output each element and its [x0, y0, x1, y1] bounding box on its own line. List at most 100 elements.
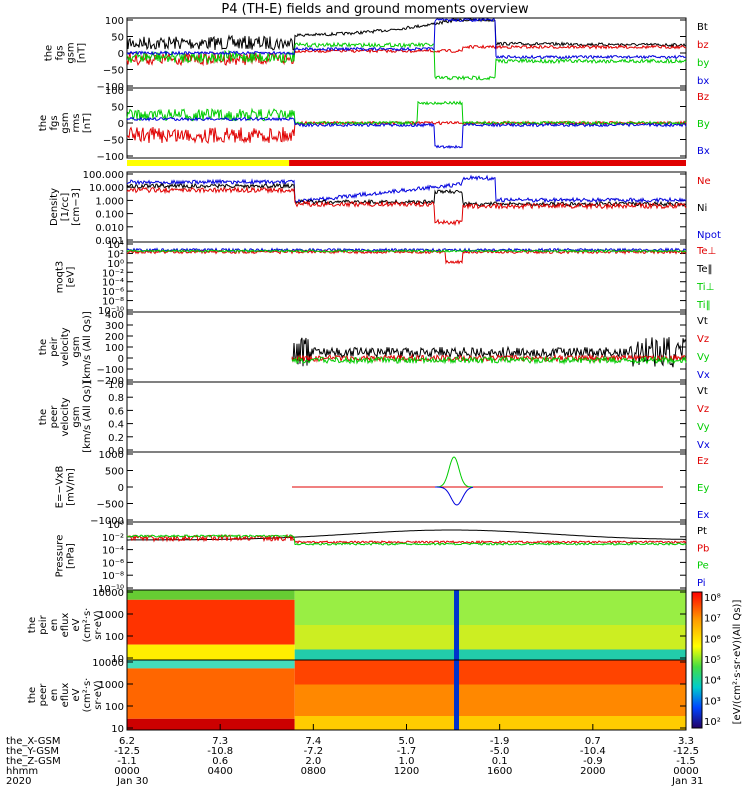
y-tick-label: 500 [105, 467, 124, 478]
legend-entry: Pi [697, 578, 706, 589]
y-axis-label: the [44, 45, 55, 61]
colorbar-label: [eV/(cm²·s·sr·eV)(All Qs)] [732, 600, 743, 725]
colorbar-tick-label: 10⁶ [704, 634, 721, 645]
x-tick-label: -10.4 [580, 746, 606, 757]
panel-frame [126, 171, 687, 243]
x-tick-label: -1.9 [490, 736, 510, 747]
y-tick-label: −50 [103, 66, 124, 77]
legend-entry: Bt [697, 22, 708, 33]
trace-bx [126, 17, 687, 60]
y-axis-label: gsm [66, 42, 77, 63]
legend-entry: Pe [697, 561, 709, 572]
legend-entry: Bx [697, 146, 710, 157]
y-axis-label: (cm²·s· [82, 608, 93, 643]
y-axis-label: [eV] [66, 267, 77, 288]
y-tick-label: 0 [118, 119, 124, 130]
y-tick-label: 0.4 [108, 420, 124, 431]
panel-peer-eflux: 10000 1000 100 10 the peer en eflux eV (cm²·s· sr·… [27, 658, 687, 735]
y-axis-label: peer [38, 683, 49, 707]
y-axis-label: [1/cc] [60, 193, 71, 222]
mode-bar-slow [127, 160, 290, 166]
y-axis-label: Density [49, 188, 60, 226]
panel-fgs-gsm-rms: 100 50 0 −50 −100 the fgs gsm rms [nT] Bz By Bx [38, 86, 710, 163]
legend-entry: Vx [697, 440, 710, 451]
y-axis-label: sr·eV) [93, 610, 104, 639]
y-tick-label: 0.001 [95, 236, 124, 247]
x-tick-label: 0000 [673, 766, 698, 777]
trace-Ni [126, 182, 687, 208]
y-axis-label: Pressure [55, 535, 66, 578]
legend-entry: Te‖ [696, 264, 713, 275]
panel-frame [126, 521, 687, 591]
trace-Ey [435, 456, 473, 488]
trace-Pe [126, 534, 687, 546]
spectrogram-band [127, 599, 295, 645]
x-tick-label: 7.3 [212, 736, 228, 747]
spectrogram-band [294, 590, 686, 625]
y-tick-label: 1000 [99, 450, 124, 461]
y-tick-label: 100.000 [83, 170, 124, 181]
trace-Vz [291, 353, 687, 363]
colorbar-tick-label: 10⁵ [704, 655, 721, 666]
spectrogram-band [294, 660, 686, 685]
legend-entry: Vz [697, 404, 709, 415]
y-axis-label: the [38, 115, 49, 131]
y-tick-label: 10000 [92, 658, 124, 669]
trace-by [126, 41, 687, 81]
y-axis-label: the [38, 339, 49, 355]
spectrogram-band [454, 660, 460, 730]
y-tick-label: 1000 [99, 680, 124, 691]
legend-entry: Ti⊥ [696, 282, 714, 293]
colorbar-tick-label: 10³ [704, 696, 721, 707]
y-axis-label: gsm [71, 336, 82, 357]
panel-fgs-gsm: 100 50 0 −50 −100 the fgs gsm [nT] Bt bz by bx [44, 16, 710, 93]
x-tick-label: -1.5 [676, 756, 696, 767]
y-tick-label: 10⁻⁴ [102, 546, 124, 557]
trace-Bz [126, 120, 687, 144]
colorbar: 10⁸ 10⁷ 10⁶ 10⁵ 10⁴ 10³ 10² [eV/(cm²·s·sr·eV)(A… [691, 591, 743, 729]
y-tick-label: 100 [105, 86, 124, 97]
y-tick-label: 0 [118, 483, 124, 494]
y-tick-label: 0.100 [95, 210, 124, 221]
spectrogram-band [454, 590, 460, 660]
x-tick-label: 1600 [487, 766, 512, 777]
y-axis-label: [km/s (All Qs)] [82, 311, 93, 383]
y-axis-label: gsm [71, 406, 82, 427]
x-tick-label: 2000 [580, 766, 605, 777]
spectrogram-band [294, 625, 686, 650]
y-tick-label: 200 [105, 332, 124, 343]
y-axis-label: fgs [55, 45, 66, 60]
panel-frame [126, 311, 687, 383]
y-axis-label: [nPa] [66, 543, 77, 569]
x-tick-label: 1.0 [399, 756, 415, 767]
x-tick-label: 3.3 [678, 736, 694, 747]
y-tick-label: 10.000 [89, 183, 124, 194]
date-end-label: Jan 31 [671, 776, 703, 787]
y-tick-label: 10 [111, 654, 124, 665]
orbit-row-label: hhmm [6, 766, 38, 777]
y-tick-label: 50 [111, 33, 124, 44]
y-axis-label: velocity [60, 397, 71, 436]
y-tick-label: 100 [105, 632, 124, 643]
legend-entry: Ne [697, 176, 711, 187]
y-tick-label: 10⁴ [107, 240, 124, 251]
legend-entry: Vt [697, 386, 708, 397]
y-axis-label: eflux [60, 683, 71, 708]
trace-Te [126, 249, 687, 265]
y-axis-label: E=−VxB [55, 466, 66, 509]
legend-entry: Ez [697, 456, 709, 467]
y-axis-label: eV [71, 618, 82, 631]
y-axis-label: peer [49, 405, 60, 429]
colorbar-tick-label: 10² [704, 717, 721, 728]
x-tick-label: 0400 [207, 766, 232, 777]
x-tick-label: 0000 [114, 766, 139, 777]
x-tick-label: -12.5 [114, 746, 140, 757]
y-tick-label: 0.8 [108, 393, 124, 404]
y-tick-label: 0.010 [95, 223, 124, 234]
legend-entry: Npot [697, 230, 721, 241]
y-tick-label: −100 [97, 365, 124, 376]
colorbar-tick-label: 10⁸ [704, 593, 721, 604]
legend-entry: By [697, 119, 710, 130]
y-axis-label: [cm−3] [71, 188, 82, 226]
